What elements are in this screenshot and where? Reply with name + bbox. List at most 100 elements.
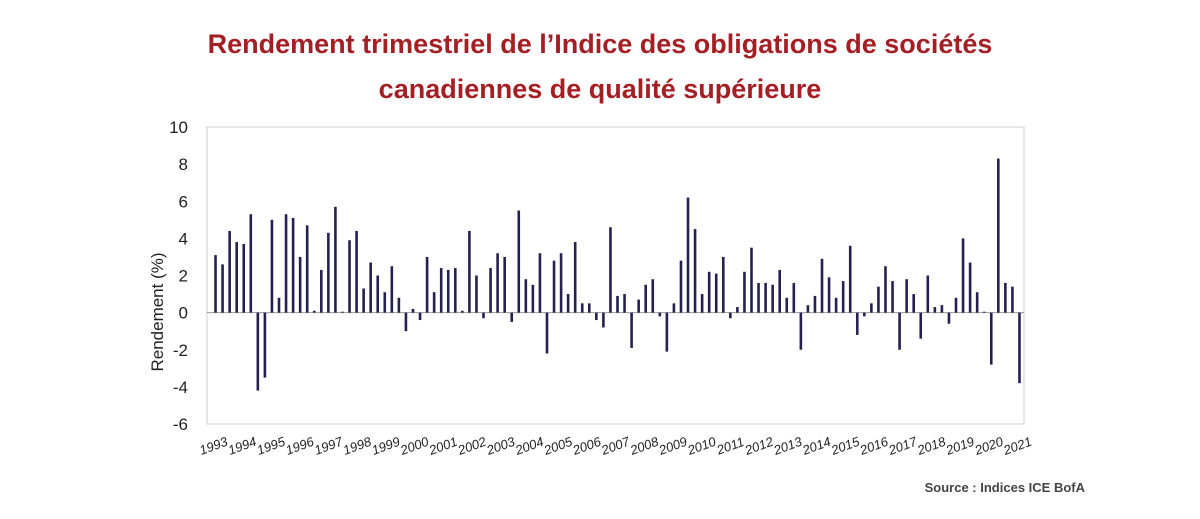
bar xyxy=(475,275,478,313)
y-axis-tick-labels: 10 8 6 4 2 0 -2 -4 -6 xyxy=(169,118,188,434)
bar xyxy=(1004,282,1007,313)
bar xyxy=(799,312,803,350)
x-tick-label: 2005 xyxy=(541,434,575,459)
bar xyxy=(390,266,394,313)
bar xyxy=(729,312,732,319)
y-tick-label: -2 xyxy=(173,341,188,360)
bar xyxy=(968,262,972,313)
x-tick-label: 2020 xyxy=(972,434,1006,459)
bar xyxy=(989,312,993,365)
x-tick-label: 2018 xyxy=(914,434,948,459)
bar xyxy=(975,292,979,313)
bar xyxy=(764,282,767,313)
x-tick-label: 2013 xyxy=(771,434,805,459)
bar xyxy=(693,229,697,313)
bar xyxy=(630,312,633,348)
bar xyxy=(841,281,845,313)
bar xyxy=(813,295,817,313)
bar xyxy=(270,219,274,313)
x-tick-label: 2003 xyxy=(484,434,518,459)
bar xyxy=(439,268,443,313)
x-tick-label: 1993 xyxy=(197,434,230,458)
bar xyxy=(461,310,464,313)
bar xyxy=(806,305,810,313)
y-tick-label: 2 xyxy=(179,267,188,286)
x-tick-label: 2016 xyxy=(857,434,891,459)
x-tick-label: 2007 xyxy=(598,434,632,459)
chart-title-line-1: Rendement trimestriel de l’Indice des ob… xyxy=(207,29,993,59)
bar xyxy=(954,297,958,313)
bar xyxy=(454,268,457,313)
bar xyxy=(298,256,302,313)
bar xyxy=(305,225,309,313)
y-axis-label: Rendement (%) xyxy=(148,252,167,371)
bar xyxy=(482,312,485,319)
bar xyxy=(609,227,612,313)
bar xyxy=(997,158,1000,313)
x-tick-label: 1995 xyxy=(255,434,288,458)
bar xyxy=(891,281,894,313)
bar xyxy=(679,260,683,313)
bar xyxy=(545,312,549,354)
x-tick-label: 1999 xyxy=(370,434,402,458)
bar xyxy=(566,294,570,313)
x-tick-label: 2010 xyxy=(685,434,719,459)
bar xyxy=(757,282,760,313)
x-tick-label: 2017 xyxy=(886,434,920,459)
bar xyxy=(573,242,577,313)
bar xyxy=(228,230,231,313)
bar xyxy=(418,312,422,321)
bar xyxy=(320,269,323,313)
bar xyxy=(961,238,965,313)
bar xyxy=(348,240,351,313)
y-tick-label: -6 xyxy=(173,415,188,434)
bar xyxy=(884,266,887,313)
bar xyxy=(785,297,789,313)
bar xyxy=(327,232,330,313)
bar xyxy=(721,256,725,313)
bar xyxy=(778,269,781,313)
y-tick-label: 8 xyxy=(179,155,188,174)
x-tick-label: 2011 xyxy=(714,434,746,458)
bar xyxy=(637,299,640,313)
bar xyxy=(334,206,337,313)
bar xyxy=(905,279,908,313)
bar xyxy=(616,295,619,313)
bar xyxy=(411,308,415,313)
bar xyxy=(743,271,746,313)
bar xyxy=(538,253,542,313)
bar xyxy=(510,312,514,322)
bars xyxy=(214,158,1021,391)
bar xyxy=(503,256,506,313)
bar xyxy=(834,297,838,313)
bar xyxy=(863,312,866,317)
x-tick-label: 2015 xyxy=(828,434,862,459)
bar xyxy=(376,275,380,313)
bar xyxy=(489,268,492,313)
bar xyxy=(524,279,528,313)
bar xyxy=(707,271,711,313)
bar xyxy=(848,245,852,313)
y-tick-label: 0 xyxy=(179,304,188,323)
bar xyxy=(355,230,358,313)
bar xyxy=(919,312,923,339)
bar xyxy=(947,312,951,324)
bar xyxy=(665,312,669,352)
bar xyxy=(827,277,831,313)
bar xyxy=(277,297,281,313)
bar xyxy=(312,310,316,313)
chart-title: Rendement trimestriel de l’Indice des ob… xyxy=(0,22,1200,112)
bar xyxy=(672,303,676,313)
bar xyxy=(855,312,859,335)
bar xyxy=(658,312,662,317)
bar xyxy=(750,247,753,313)
x-tick-label: 2012 xyxy=(742,434,776,459)
bar xyxy=(792,282,796,313)
x-tick-label: 2004 xyxy=(512,434,545,458)
bar xyxy=(256,312,260,391)
bar xyxy=(263,312,267,378)
x-tick-label: 1994 xyxy=(226,434,258,458)
bar xyxy=(623,294,626,313)
source-note: Source : Indices ICE BofA xyxy=(924,480,1085,495)
bar xyxy=(1011,286,1014,313)
